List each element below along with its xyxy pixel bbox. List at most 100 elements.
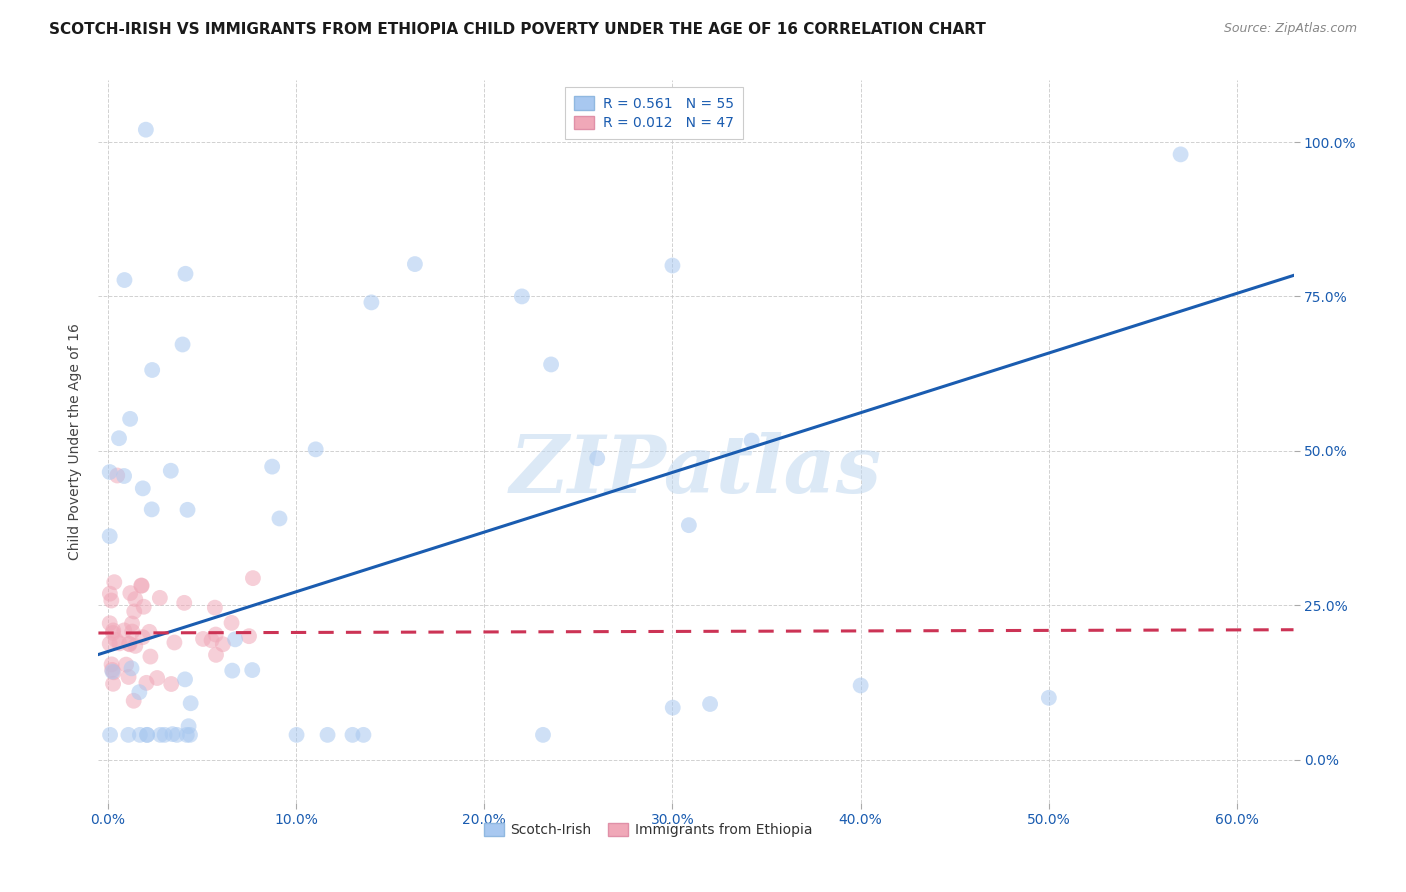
Point (132, 599, 155, 614)
Point (200, 633, 222, 648)
Point (176, 728, 198, 742)
Point (162, 727, 184, 741)
Point (172, 337, 194, 351)
Point (661, 259, 683, 273)
Point (108, 636, 131, 650)
Point (101, 663, 124, 677)
Point (305, 442, 328, 457)
Point (98, 529, 121, 543)
Point (100, 657, 122, 672)
Point (136, 728, 159, 742)
Point (179, 728, 201, 742)
Point (849, 678, 872, 692)
Point (146, 671, 169, 685)
Point (122, 694, 145, 708)
Point (191, 632, 214, 646)
Point (98, 616, 121, 631)
Point (104, 632, 127, 647)
Point (100, 593, 122, 607)
Point (121, 624, 143, 639)
Text: SCOTCH-IRISH VS IMMIGRANTS FROM ETHIOPIA CHILD POVERTY UNDER THE AGE OF 16 CORRE: SCOTCH-IRISH VS IMMIGRANTS FROM ETHIOPIA… (49, 22, 986, 37)
Point (173, 596, 195, 610)
Point (101, 626, 124, 640)
Text: Source: ZipAtlas.com: Source: ZipAtlas.com (1223, 22, 1357, 36)
Point (117, 728, 139, 742)
Point (1038, 690, 1060, 705)
Point (103, 575, 125, 590)
Point (238, 629, 260, 643)
Point (98, 465, 121, 479)
Point (103, 624, 125, 638)
Point (1170, 147, 1192, 161)
Point (128, 685, 150, 699)
Point (221, 664, 243, 678)
Point (212, 637, 235, 651)
Point (128, 728, 150, 742)
Point (699, 697, 721, 711)
Point (131, 579, 153, 593)
Point (135, 122, 157, 136)
Legend: Scotch-Irish, Immigrants from Ethiopia: Scotch-Irish, Immigrants from Ethiopia (478, 817, 818, 843)
Point (163, 635, 186, 649)
Point (531, 728, 554, 742)
Point (204, 600, 226, 615)
Point (120, 586, 142, 600)
Point (510, 289, 533, 303)
Point (118, 637, 141, 651)
Point (352, 728, 374, 742)
Point (342, 728, 364, 742)
Point (240, 663, 263, 677)
Point (101, 677, 124, 691)
Point (117, 670, 139, 684)
Point (124, 639, 146, 653)
Point (404, 257, 426, 271)
Point (141, 363, 163, 377)
Point (135, 676, 157, 690)
Point (139, 649, 162, 664)
Point (120, 412, 142, 426)
Point (678, 518, 700, 533)
Point (741, 434, 763, 448)
Point (124, 592, 146, 607)
Point (112, 624, 135, 638)
Point (174, 267, 197, 281)
Point (204, 627, 226, 641)
Point (112, 469, 135, 483)
Point (160, 677, 183, 691)
Point (121, 661, 143, 675)
Point (108, 431, 131, 445)
Point (262, 459, 284, 474)
Point (269, 511, 291, 525)
Point (105, 468, 128, 483)
Point (285, 728, 308, 742)
Point (114, 273, 136, 287)
Point (242, 571, 264, 585)
Point (586, 451, 609, 466)
Point (132, 630, 155, 644)
Point (118, 637, 141, 651)
Point (224, 632, 246, 647)
Point (121, 616, 143, 631)
Point (661, 700, 683, 714)
Point (138, 624, 160, 639)
Point (132, 481, 155, 495)
Point (176, 503, 198, 517)
Point (98, 728, 121, 742)
Point (221, 615, 243, 630)
Point (316, 728, 339, 742)
Point (540, 358, 562, 372)
Point (166, 728, 188, 742)
Point (141, 502, 163, 516)
Point (174, 673, 197, 687)
Point (205, 648, 228, 662)
Point (101, 665, 124, 679)
Point (115, 657, 138, 672)
Point (177, 719, 200, 733)
Text: ZIPatlas: ZIPatlas (510, 432, 882, 509)
Point (98, 587, 121, 601)
Point (153, 728, 176, 742)
Y-axis label: Child Poverty Under the Age of 16: Child Poverty Under the Age of 16 (67, 323, 82, 560)
Point (129, 578, 152, 592)
Point (149, 728, 172, 742)
Point (103, 665, 125, 680)
